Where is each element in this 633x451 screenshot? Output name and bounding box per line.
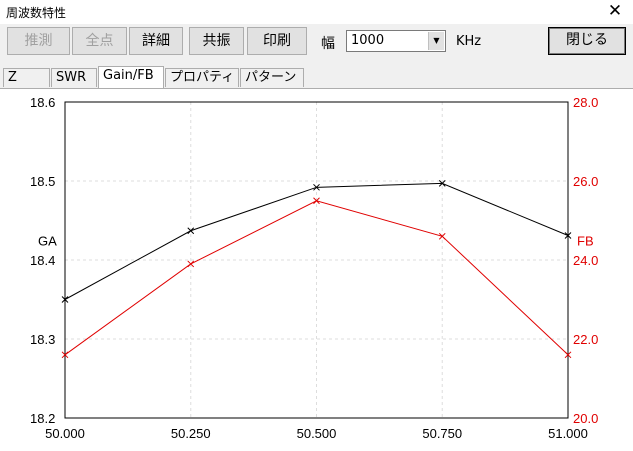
plot-panel: 18.2 18.3 18.4 18.5 18.6 20.0 22.0 24.0 26.0 28.0… bbox=[0, 88, 633, 450]
x-tick-label: 50.000 bbox=[45, 426, 85, 441]
plot-frame bbox=[64, 101, 569, 419]
estimate-button[interactable]: 推測 bbox=[7, 27, 70, 55]
y-right-tick-label: 28.0 bbox=[573, 95, 598, 110]
data-point-fb bbox=[564, 351, 572, 359]
data-point-ga bbox=[187, 227, 195, 235]
x-tick-label: 50.750 bbox=[422, 426, 462, 441]
data-point-ga bbox=[438, 180, 446, 187]
all-points-button[interactable]: 全点 bbox=[72, 27, 127, 55]
unit-label: KHz bbox=[456, 34, 482, 49]
tab-pattern[interactable]: パターン bbox=[240, 68, 304, 87]
tab-gain-fb[interactable]: Gain/FB bbox=[98, 66, 164, 88]
window-client: 推測 全点 詳細 共振 印刷 幅 1000 ▼ KHz 閉じる Z SWR Ga… bbox=[0, 24, 633, 450]
y-right-axis-label: FB bbox=[577, 233, 594, 248]
width-label: 幅 bbox=[321, 36, 335, 52]
width-select-value: 1000 bbox=[351, 33, 385, 48]
close-icon[interactable]: ✕ bbox=[607, 1, 623, 21]
gain-fb-chart: 18.2 18.3 18.4 18.5 18.6 20.0 22.0 24.0 26.0 28.0… bbox=[30, 95, 598, 441]
window-title: 周波数特性 bbox=[6, 6, 67, 20]
tab-bar: Z SWR Gain/FB プロパティ パターン bbox=[0, 66, 633, 88]
y-left-tick-label: 18.4 bbox=[30, 253, 55, 268]
data-point-ga bbox=[564, 232, 572, 239]
data-point-fb bbox=[313, 197, 320, 205]
details-button[interactable]: 詳細 bbox=[129, 27, 183, 55]
x-tick-label: 50.250 bbox=[171, 426, 211, 441]
tab-properties[interactable]: プロパティ bbox=[165, 68, 239, 87]
y-left-tick-label: 18.2 bbox=[30, 411, 55, 426]
data-point-ga bbox=[61, 296, 69, 303]
y-left-axis-label: GA bbox=[38, 233, 57, 248]
data-point-fb bbox=[61, 351, 69, 359]
title-bar: 周波数特性 ✕ bbox=[0, 0, 633, 24]
resonance-button[interactable]: 共振 bbox=[189, 27, 244, 55]
x-tick-label: 50.500 bbox=[297, 426, 337, 441]
width-select[interactable]: 1000 ▼ bbox=[346, 30, 446, 52]
x-tick-label: 51.000 bbox=[548, 426, 588, 441]
tab-swr[interactable]: SWR bbox=[51, 68, 97, 87]
y-right-tick-label: 20.0 bbox=[573, 411, 598, 426]
close-button[interactable]: 閉じる bbox=[548, 27, 626, 55]
y-left-tick-label: 18.5 bbox=[30, 174, 55, 189]
y-right-tick-label: 22.0 bbox=[573, 332, 598, 347]
y-right-tick-label: 26.0 bbox=[573, 174, 598, 189]
print-button[interactable]: 印刷 bbox=[247, 27, 307, 55]
tab-z[interactable]: Z bbox=[3, 68, 50, 87]
y-left-tick-label: 18.6 bbox=[30, 95, 55, 110]
y-right-tick-label: 24.0 bbox=[573, 253, 598, 268]
data-point-ga bbox=[313, 183, 320, 191]
chevron-down-icon[interactable]: ▼ bbox=[428, 32, 444, 50]
data-point-fb bbox=[438, 232, 446, 240]
data-point-fb bbox=[187, 260, 195, 268]
y-left-tick-label: 18.3 bbox=[30, 332, 55, 347]
